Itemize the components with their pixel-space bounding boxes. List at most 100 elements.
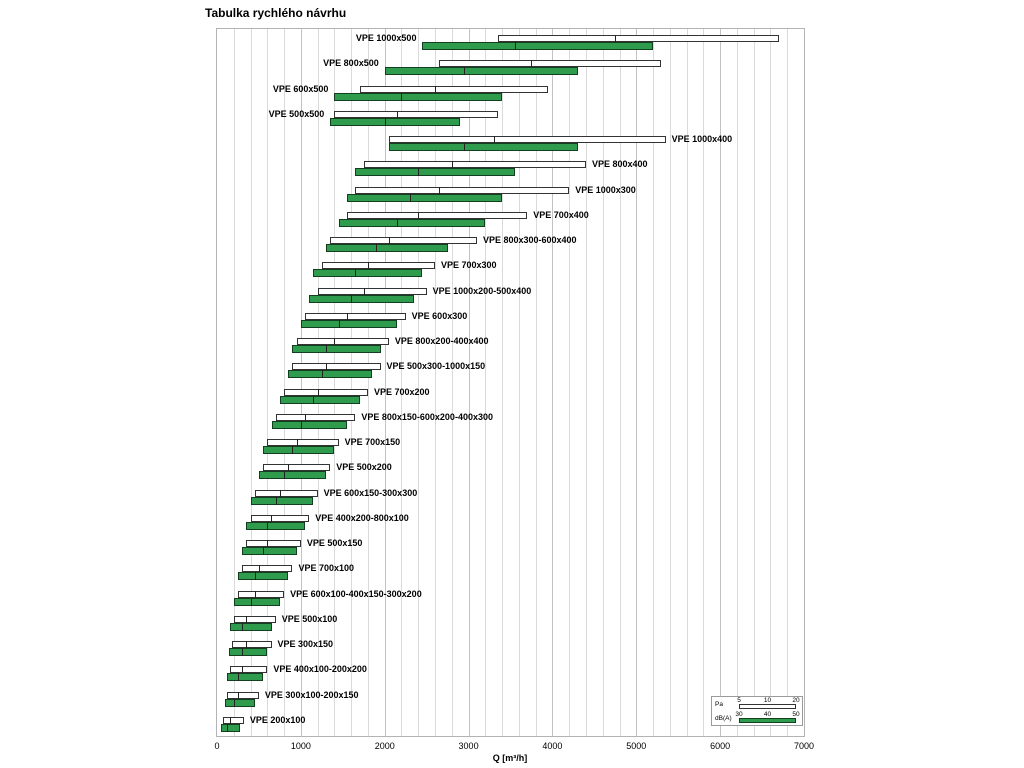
bar-midpoint-tick xyxy=(242,622,244,631)
legend-row: dB(A) 30 40 50 xyxy=(712,711,802,725)
bar-pa xyxy=(263,464,331,472)
bar-midpoint-tick xyxy=(227,723,229,732)
row-label: VPE 600x150-300x300 xyxy=(323,487,418,498)
bar-pa xyxy=(439,60,662,68)
bar-pa xyxy=(363,161,586,169)
bar-midpoint-tick xyxy=(326,363,327,371)
x-tick-label: 2000 xyxy=(374,741,395,751)
gridline xyxy=(267,29,269,736)
legend-bar-wrap: 30 40 50 xyxy=(735,711,800,724)
bar-dba xyxy=(228,648,268,656)
row-label: VPE 800x400 xyxy=(591,159,648,170)
bar-dba xyxy=(309,294,415,303)
row-label: VPE 300x100-200x150 xyxy=(264,689,359,700)
bar-pa xyxy=(222,716,244,724)
bar-midpoint-tick xyxy=(514,42,516,50)
bar-pa xyxy=(321,262,436,270)
bar-midpoint-tick xyxy=(237,691,239,699)
bar-pa xyxy=(296,338,389,345)
gridline xyxy=(770,29,772,736)
bar-dba xyxy=(313,269,423,278)
bar-midpoint-tick xyxy=(258,565,260,573)
gridline xyxy=(351,29,353,736)
row-label: VPE 700x300 xyxy=(441,260,497,271)
bar-pa xyxy=(305,312,406,320)
row-label: VPE 700x400 xyxy=(533,209,589,220)
bar-midpoint-tick xyxy=(279,489,281,497)
legend-level-value: 10 xyxy=(763,697,772,704)
bar-dba xyxy=(292,345,381,353)
row-label: VPE 600x300 xyxy=(411,310,468,321)
row-label: VPE 500x500 xyxy=(268,108,325,119)
legend-level-value: 50 xyxy=(792,711,800,718)
gridline xyxy=(753,29,755,736)
bar-midpoint-tick xyxy=(397,110,399,118)
bar-midpoint-tick xyxy=(326,345,327,353)
bar-midpoint-tick xyxy=(242,648,244,656)
gridline xyxy=(636,29,638,736)
bar-dba xyxy=(225,698,255,707)
bar-dba xyxy=(250,496,314,505)
bar-midpoint-tick xyxy=(296,439,298,446)
bar-dba xyxy=(422,42,654,50)
bar-pa xyxy=(388,136,666,143)
legend-level-value: 40 xyxy=(763,711,772,718)
bar-midpoint-tick xyxy=(439,186,441,194)
gridline xyxy=(485,29,487,736)
bar-pa xyxy=(284,388,368,396)
bar-pa xyxy=(227,691,259,699)
bar-midpoint-tick xyxy=(263,547,265,555)
bar-dba xyxy=(326,244,448,252)
bar-dba xyxy=(334,92,503,101)
bar-midpoint-tick xyxy=(418,211,420,219)
row-label: VPE 700x100 xyxy=(298,563,355,574)
gridline xyxy=(585,29,587,736)
plot-area: VPE 1000x500 VPE 800x500 VPE 600x500 VPE 50… xyxy=(216,28,805,737)
bar-dba xyxy=(271,420,347,429)
bar-midpoint-tick xyxy=(242,666,244,674)
bar-pa xyxy=(250,514,310,522)
x-tick-label: 1000 xyxy=(290,741,311,751)
gridline xyxy=(619,29,621,736)
gridline xyxy=(535,29,537,736)
bar-midpoint-tick xyxy=(317,388,319,396)
row-label: VPE 1000x400 xyxy=(671,134,733,144)
bar-midpoint-tick xyxy=(334,338,336,345)
bar-dba xyxy=(330,117,461,126)
bar-midpoint-tick xyxy=(237,673,239,682)
gridline xyxy=(317,29,319,736)
row-label: VPE 1000x200-500x400 xyxy=(432,285,532,296)
gridline xyxy=(418,29,420,736)
gridline xyxy=(518,29,520,736)
bar-midpoint-tick xyxy=(250,597,252,606)
bar-midpoint-tick xyxy=(267,540,269,547)
bar-midpoint-tick xyxy=(246,615,248,623)
bar-dba xyxy=(246,521,306,530)
bar-midpoint-tick xyxy=(246,641,248,648)
bar-pa xyxy=(317,287,427,295)
bar-pa xyxy=(246,540,301,547)
row-label: VPE 600x100-400x150-300x200 xyxy=(290,588,422,599)
bar-midpoint-tick xyxy=(288,464,290,472)
bar-dba xyxy=(233,597,280,606)
bar-pa xyxy=(497,35,779,42)
row-label: VPE 800x500 xyxy=(323,58,379,69)
gridline xyxy=(736,29,738,736)
bar-midpoint-tick xyxy=(376,244,378,252)
x-tick-label: 3000 xyxy=(458,741,479,751)
bar-midpoint-tick xyxy=(363,287,365,295)
bar-dba xyxy=(237,572,289,581)
row-label: VPE 500x300-1000x150 xyxy=(386,361,486,372)
bar-midpoint-tick xyxy=(300,420,302,429)
bar-pa xyxy=(330,237,477,244)
bar-midpoint-tick xyxy=(384,117,386,126)
bar-dba xyxy=(338,218,486,227)
bar-dba xyxy=(288,370,373,379)
row-label: VPE 800x300-600x400 xyxy=(482,235,577,245)
x-axis-label: Q [m³/h] xyxy=(492,753,528,763)
gridline xyxy=(502,29,504,736)
bar-pa xyxy=(229,666,268,674)
bar-midpoint-tick xyxy=(531,60,533,68)
row-label: VPE 600x500 xyxy=(272,83,329,94)
